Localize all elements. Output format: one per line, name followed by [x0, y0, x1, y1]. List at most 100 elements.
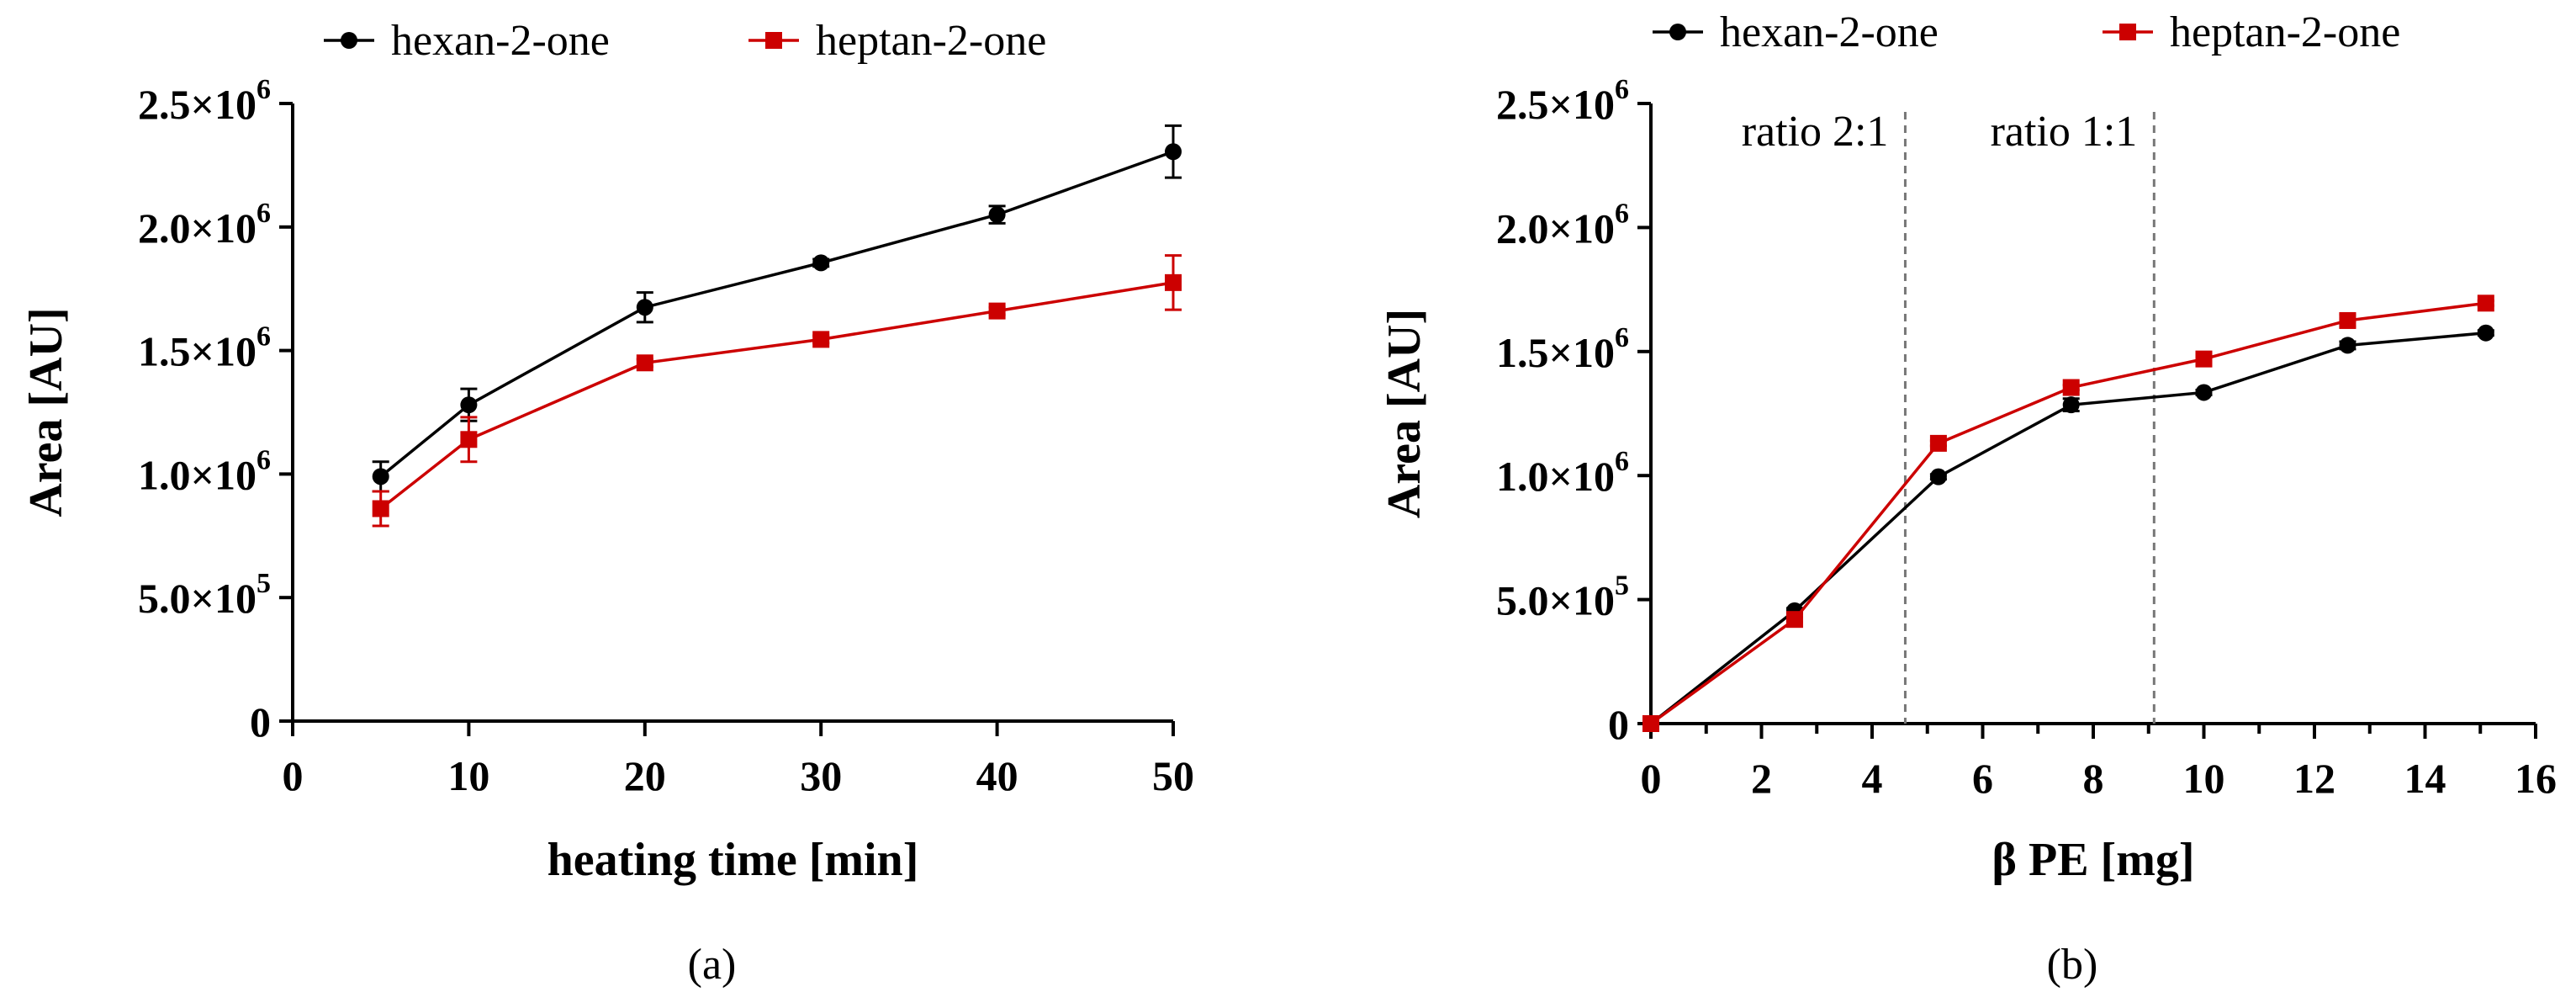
x-axis-label: heating time [min] — [547, 834, 919, 886]
y-tick-label: 2.0×106 — [138, 198, 271, 252]
y-tick-mantissa: 1.5×10 — [1496, 329, 1615, 376]
ratio-annotation: ratio 2:1 — [1742, 108, 1889, 156]
y-tick-mantissa: 2.0×10 — [1496, 204, 1615, 252]
x-tick-label: 50 — [1152, 752, 1194, 799]
legend-item-heptan-2-one: heptan-2-one — [748, 17, 1046, 65]
y-tick-mantissa: 0 — [250, 698, 271, 745]
panel-label: (b) — [2047, 941, 2098, 989]
x-tick-label: 16 — [2515, 755, 2557, 802]
series-heptan-2-one — [1642, 294, 2494, 732]
x-tick-label: 12 — [2293, 755, 2335, 802]
data-point — [636, 299, 653, 316]
legend-marker — [1669, 24, 1686, 40]
legend-label: heptan-2-one — [816, 17, 1046, 65]
x-axis-label: β PE [mg] — [1992, 834, 2194, 886]
legend-item-hexan-2-one: hexan-2-one — [1653, 8, 1939, 56]
data-point — [1785, 611, 1803, 629]
y-axis-label: Area [AU] — [20, 307, 72, 517]
x-tick-label: 20 — [624, 752, 666, 799]
y-tick-label: 1.5×106 — [138, 321, 271, 375]
data-point — [2062, 396, 2080, 414]
y-tick-exponent: 5 — [1615, 570, 1629, 602]
x-tick-label: 0 — [283, 752, 304, 799]
data-point — [2477, 324, 2494, 342]
data-point — [460, 431, 478, 448]
data-point — [2195, 384, 2213, 401]
y-tick-label: 2.5×106 — [138, 74, 271, 128]
y-tick-mantissa: 1.0×10 — [138, 451, 257, 498]
data-point — [1929, 468, 1947, 485]
y-tick-exponent: 6 — [1615, 322, 1629, 353]
data-point — [1642, 715, 1659, 732]
x-tick-label: 0 — [1641, 755, 1662, 802]
y-tick-exponent: 5 — [257, 568, 271, 599]
data-point — [2339, 337, 2356, 354]
legend-marker — [765, 32, 782, 49]
x-tick-label: 2 — [1751, 755, 1772, 802]
y-tick-exponent: 6 — [257, 198, 271, 229]
data-point — [2062, 379, 2080, 396]
data-point — [372, 500, 389, 517]
legend-marker — [341, 32, 357, 49]
data-point — [812, 331, 830, 348]
y-tick-label: 5.0×105 — [1496, 570, 1629, 624]
x-tick-label: 30 — [800, 752, 842, 799]
legend-marker — [2119, 24, 2136, 40]
legend-label: heptan-2-one — [2170, 8, 2400, 56]
data-point — [1165, 143, 1182, 161]
ratio-annotation: ratio 1:1 — [1991, 108, 2138, 156]
data-point — [2477, 294, 2494, 312]
y-tick-mantissa: 0 — [1608, 701, 1629, 748]
y-tick-mantissa: 5.0×10 — [138, 575, 257, 622]
y-tick-exponent: 6 — [1615, 198, 1629, 229]
data-point — [1929, 434, 1947, 452]
series-line — [1649, 301, 2487, 725]
y-tick-label: 1.0×106 — [138, 444, 271, 498]
data-point — [988, 206, 1006, 224]
x-tick-label: 4 — [1862, 755, 1883, 802]
y-tick-exponent: 6 — [257, 74, 271, 105]
data-point — [2339, 311, 2356, 329]
y-tick-mantissa: 2.5×10 — [138, 81, 257, 128]
legend-label: hexan-2-one — [391, 17, 610, 65]
y-tick-exponent: 6 — [1615, 446, 1629, 477]
data-point — [372, 468, 389, 485]
y-tick-mantissa: 1.0×10 — [1496, 453, 1615, 500]
x-tick-label: 6 — [1972, 755, 1993, 802]
x-tick-label: 10 — [447, 752, 489, 799]
data-point — [2195, 350, 2213, 368]
y-axis-label: Area [AU] — [1378, 309, 1431, 518]
y-tick-mantissa: 5.0×10 — [1496, 577, 1615, 624]
y-tick-exponent: 6 — [1615, 74, 1629, 105]
y-tick-mantissa: 1.5×10 — [138, 328, 257, 375]
y-tick-label: 0 — [250, 698, 271, 745]
legend-item-heptan-2-one: heptan-2-one — [2103, 8, 2400, 56]
series-hexan-2-one — [372, 124, 1182, 493]
panel-label: (a) — [688, 941, 737, 989]
x-tick-label: 8 — [2083, 755, 2104, 802]
y-tick-label: 1.0×106 — [1496, 446, 1629, 500]
data-point — [812, 254, 830, 272]
legend-item-hexan-2-one: hexan-2-one — [324, 17, 610, 65]
series-heptan-2-one — [372, 254, 1182, 528]
y-tick-mantissa: 2.5×10 — [1496, 81, 1615, 128]
data-point — [636, 354, 653, 372]
series-line — [379, 281, 1174, 510]
x-tick-label: 14 — [2404, 755, 2446, 802]
y-tick-label: 2.0×106 — [1496, 198, 1629, 252]
y-tick-mantissa: 2.0×10 — [138, 204, 257, 252]
y-tick-exponent: 6 — [257, 444, 271, 475]
y-tick-label: 2.5×106 — [1496, 74, 1629, 128]
x-tick-label: 10 — [2183, 755, 2225, 802]
y-tick-exponent: 6 — [257, 321, 271, 353]
y-tick-label: 0 — [1608, 701, 1629, 748]
series-line — [379, 150, 1174, 478]
data-point — [1165, 273, 1182, 291]
legend-label: hexan-2-one — [1720, 8, 1939, 56]
x-tick-label: 40 — [976, 752, 1018, 799]
y-tick-label: 1.5×106 — [1496, 322, 1629, 376]
data-point — [460, 396, 478, 414]
